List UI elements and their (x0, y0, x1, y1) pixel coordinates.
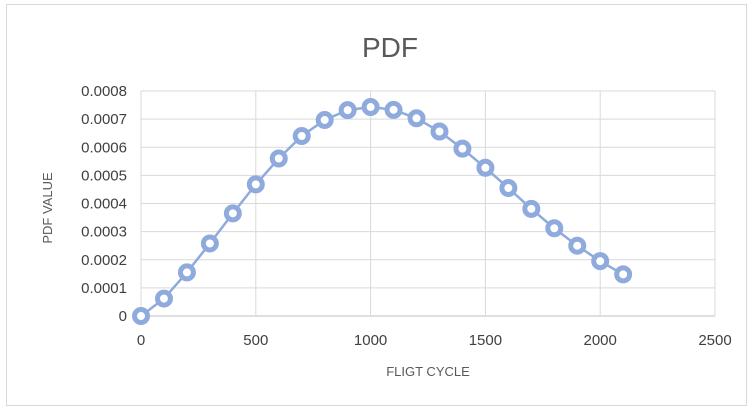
y-tick-label: 0.0004 (81, 196, 127, 213)
data-point-marker (132, 307, 150, 325)
data-point-marker (522, 199, 541, 218)
chart-title: PDF (362, 32, 418, 63)
data-point-marker (591, 252, 610, 271)
data-point-marker (430, 122, 449, 141)
pdf-chart: PDF FLIGT CYCLE PDF VALUE 00.00010.00020… (40, 32, 732, 379)
data-point-marker (476, 158, 495, 177)
series-line (140, 105, 624, 317)
x-tick-label: 1500 (469, 332, 502, 349)
data-point-marker (246, 175, 265, 194)
data-point-marker (499, 179, 518, 198)
data-point-marker (269, 149, 288, 168)
x-tick-label: 2000 (584, 332, 617, 349)
gridlines (140, 90, 716, 317)
y-axis-title: PDF VALUE (40, 172, 55, 244)
x-tick-label: 1000 (354, 332, 387, 349)
data-point-marker (384, 100, 403, 119)
data-point-marker (292, 127, 311, 145)
data-point-marker (361, 98, 380, 117)
tick-labels: 0 0.0001 0.0002 0.0003 0.0004 0.0005 0.0006 0.0… (81, 83, 732, 349)
y-tick-label: 0.0001 (81, 280, 127, 297)
data-point-marker (614, 265, 633, 284)
x-tick-label: 2500 (698, 332, 731, 349)
x-axis-title: FLIGT CYCLE (386, 364, 470, 379)
y-tick-label: 0.0005 (81, 167, 127, 184)
y-tick-label: 0.0007 (81, 111, 127, 128)
data-point-marker (453, 139, 472, 158)
chart-frame: PDF FLIGT CYCLE PDF VALUE 0 0.0001 0.0002 0… (6, 4, 747, 406)
data-point-marker (200, 234, 219, 253)
data-point-marker (315, 110, 334, 129)
data-point-marker (177, 263, 196, 282)
data-point-marker (568, 236, 587, 255)
series-layer (132, 98, 633, 325)
data-point-marker (338, 101, 357, 120)
y-tick-label: 0.0008 (81, 83, 127, 100)
x-tick-label: 0 (137, 332, 145, 349)
data-point-marker (223, 204, 242, 223)
data-point-marker (545, 219, 564, 238)
data-point-marker (407, 109, 426, 128)
y-tick-label: 0.0006 (81, 139, 127, 156)
y-tick-label: 0 (119, 308, 127, 325)
y-tick-label: 0.0003 (81, 224, 127, 241)
x-tick-label: 500 (243, 332, 268, 349)
y-tick-label: 0.0002 (81, 252, 127, 269)
data-point-marker (154, 289, 173, 308)
